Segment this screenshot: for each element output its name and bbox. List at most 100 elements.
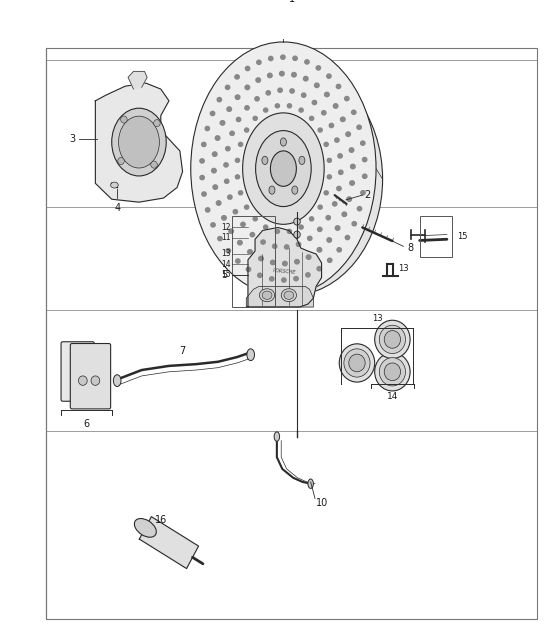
Ellipse shape xyxy=(349,354,365,372)
Ellipse shape xyxy=(281,55,285,59)
Polygon shape xyxy=(246,286,313,307)
Ellipse shape xyxy=(256,131,311,207)
Ellipse shape xyxy=(308,479,313,489)
FancyBboxPatch shape xyxy=(70,344,111,409)
Ellipse shape xyxy=(346,132,350,136)
Ellipse shape xyxy=(202,143,206,146)
Ellipse shape xyxy=(281,289,296,301)
Text: 5: 5 xyxy=(222,269,228,279)
Text: 14: 14 xyxy=(387,392,398,401)
Ellipse shape xyxy=(113,375,121,386)
Ellipse shape xyxy=(112,108,166,176)
Ellipse shape xyxy=(294,231,300,238)
Ellipse shape xyxy=(310,217,314,221)
Text: 8: 8 xyxy=(408,243,414,253)
Ellipse shape xyxy=(304,77,308,81)
Ellipse shape xyxy=(358,207,362,211)
Ellipse shape xyxy=(259,289,275,301)
Ellipse shape xyxy=(247,250,252,254)
Ellipse shape xyxy=(154,119,160,127)
Ellipse shape xyxy=(312,100,317,105)
Polygon shape xyxy=(140,517,198,568)
Ellipse shape xyxy=(314,83,319,87)
Ellipse shape xyxy=(250,232,255,237)
Ellipse shape xyxy=(135,519,156,537)
Ellipse shape xyxy=(264,225,268,229)
Ellipse shape xyxy=(350,165,355,169)
Text: 7: 7 xyxy=(179,346,186,356)
Ellipse shape xyxy=(235,75,239,79)
Ellipse shape xyxy=(200,175,204,180)
Ellipse shape xyxy=(322,111,326,115)
Bar xyxy=(232,215,275,307)
Ellipse shape xyxy=(299,225,303,229)
Ellipse shape xyxy=(352,222,356,226)
Ellipse shape xyxy=(213,152,217,156)
Ellipse shape xyxy=(341,117,345,122)
Ellipse shape xyxy=(247,349,255,360)
Ellipse shape xyxy=(211,223,215,227)
Ellipse shape xyxy=(361,141,365,145)
Ellipse shape xyxy=(151,161,158,168)
Ellipse shape xyxy=(338,154,342,158)
Ellipse shape xyxy=(328,258,332,263)
Ellipse shape xyxy=(217,97,221,102)
Ellipse shape xyxy=(346,236,350,240)
Ellipse shape xyxy=(349,148,354,152)
Ellipse shape xyxy=(375,353,410,391)
Text: 6: 6 xyxy=(83,419,89,429)
Ellipse shape xyxy=(197,63,383,296)
Ellipse shape xyxy=(361,191,365,195)
Ellipse shape xyxy=(284,291,294,300)
Ellipse shape xyxy=(258,273,262,278)
Text: 15: 15 xyxy=(457,232,467,241)
Ellipse shape xyxy=(282,278,286,282)
Ellipse shape xyxy=(262,291,272,300)
Ellipse shape xyxy=(338,170,343,175)
Ellipse shape xyxy=(216,201,221,205)
Ellipse shape xyxy=(202,192,206,196)
Polygon shape xyxy=(95,83,183,202)
Text: 11: 11 xyxy=(221,233,231,242)
Ellipse shape xyxy=(245,85,250,90)
Ellipse shape xyxy=(293,56,297,60)
Ellipse shape xyxy=(294,218,300,225)
Ellipse shape xyxy=(375,320,410,359)
Ellipse shape xyxy=(78,376,87,386)
Ellipse shape xyxy=(235,158,240,163)
Ellipse shape xyxy=(210,111,215,116)
Ellipse shape xyxy=(205,126,209,131)
Ellipse shape xyxy=(256,78,261,82)
Ellipse shape xyxy=(347,197,352,202)
Ellipse shape xyxy=(224,163,228,167)
Ellipse shape xyxy=(270,260,275,264)
Ellipse shape xyxy=(306,255,311,259)
Ellipse shape xyxy=(213,185,217,190)
Ellipse shape xyxy=(287,229,292,234)
Ellipse shape xyxy=(295,259,299,264)
Ellipse shape xyxy=(215,136,220,140)
Ellipse shape xyxy=(269,186,275,194)
Ellipse shape xyxy=(227,107,232,111)
Ellipse shape xyxy=(262,156,268,165)
Text: 4: 4 xyxy=(114,203,120,213)
Ellipse shape xyxy=(362,158,367,162)
Ellipse shape xyxy=(245,205,249,209)
Ellipse shape xyxy=(292,186,298,194)
Text: 2: 2 xyxy=(364,190,370,200)
Ellipse shape xyxy=(329,123,334,127)
Ellipse shape xyxy=(264,108,268,112)
Text: 3: 3 xyxy=(69,134,75,144)
Ellipse shape xyxy=(243,113,324,224)
Ellipse shape xyxy=(91,376,100,386)
Ellipse shape xyxy=(269,57,273,61)
Ellipse shape xyxy=(336,84,341,89)
Ellipse shape xyxy=(292,72,296,77)
Ellipse shape xyxy=(335,138,339,142)
Ellipse shape xyxy=(118,158,124,165)
Ellipse shape xyxy=(222,215,226,220)
Ellipse shape xyxy=(268,73,272,78)
Ellipse shape xyxy=(344,349,370,377)
Ellipse shape xyxy=(245,128,249,132)
Ellipse shape xyxy=(287,104,292,108)
